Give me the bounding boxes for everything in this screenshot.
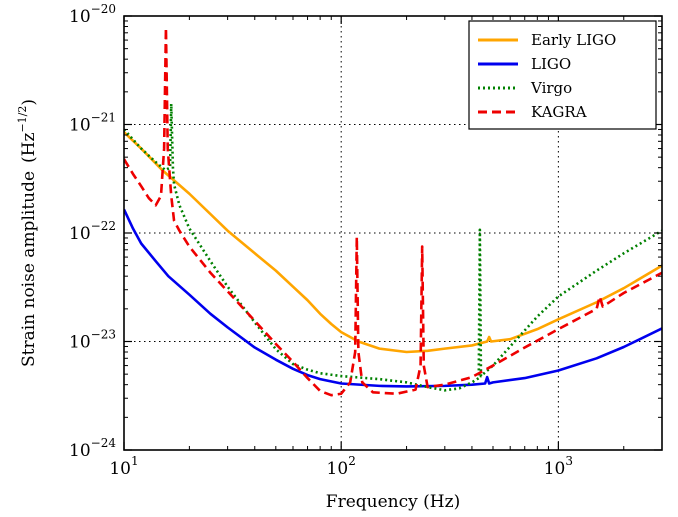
legend-label-early-ligo: Early LIGO bbox=[531, 31, 616, 49]
legend-entry-virgo: Virgo bbox=[478, 79, 572, 97]
y-axis-title: Strain noise amplitude (Hz−1/2) bbox=[16, 99, 39, 367]
y-tick-label: 10−21 bbox=[69, 111, 116, 136]
plot-series bbox=[124, 26, 662, 397]
series-line-virgo bbox=[124, 102, 662, 392]
y-tick-label: 10−23 bbox=[69, 328, 116, 353]
series-line-early-ligo bbox=[124, 131, 662, 354]
legend-label-virgo: Virgo bbox=[530, 79, 572, 97]
legend-label-kagra: KAGRA bbox=[531, 103, 587, 121]
x-tick-label: 103 bbox=[544, 454, 573, 479]
legend-entry-ligo: LIGO bbox=[478, 55, 571, 73]
legend-label-ligo: LIGO bbox=[531, 55, 571, 73]
legend-entry-early-ligo: Early LIGO bbox=[478, 31, 616, 49]
y-tick-label: 10−24 bbox=[69, 436, 116, 461]
y-axis-title-unit-exp: −1/2 bbox=[16, 106, 29, 133]
y-axis-title-main: Strain noise amplitude bbox=[19, 171, 39, 367]
legend: Early LIGO LIGO Virgo KAGRA bbox=[468, 20, 657, 130]
series-line-ligo bbox=[124, 208, 662, 388]
y-axis-title-unit-base: (Hz bbox=[19, 132, 39, 162]
y-axis-title-unit-close: ) bbox=[19, 99, 39, 106]
legend-entry-kagra: KAGRA bbox=[478, 103, 587, 121]
x-tick-label: 102 bbox=[327, 454, 356, 479]
axis-ticks: 101 102 103 10−24 10−23 10−22 10−21 10−20 bbox=[69, 2, 662, 479]
series-line-kagra bbox=[124, 26, 662, 397]
x-axis-title: Frequency (Hz) bbox=[326, 492, 460, 512]
y-tick-label: 10−22 bbox=[69, 219, 116, 244]
y-tick-label: 10−20 bbox=[69, 2, 116, 27]
x-tick-label: 101 bbox=[109, 454, 138, 479]
